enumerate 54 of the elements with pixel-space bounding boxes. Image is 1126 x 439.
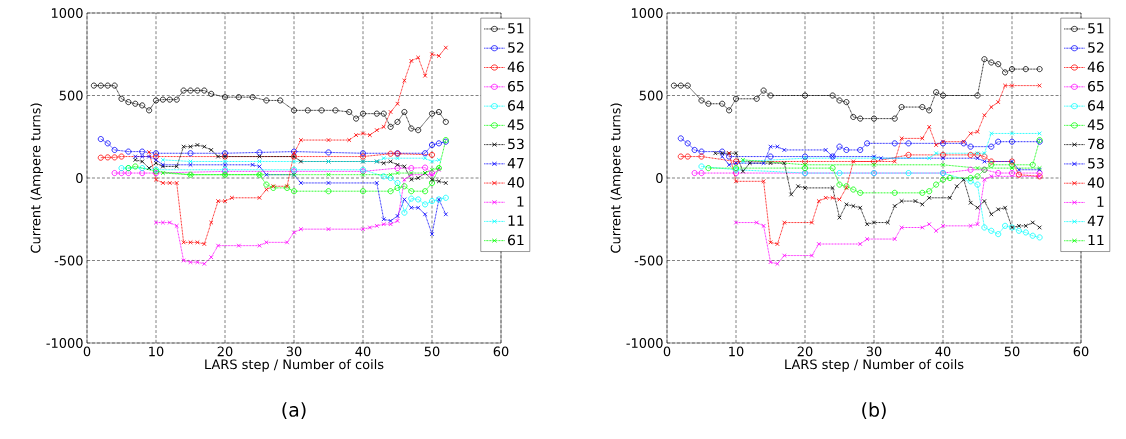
- legend-label: 52: [1088, 42, 1104, 53]
- x-axis-title: LARS step / Number of coils: [785, 359, 964, 372]
- legend-label: 51: [1088, 23, 1104, 34]
- y-tick-label: -500: [54, 255, 83, 266]
- legend-label: 65: [1088, 80, 1104, 92]
- x-tick-label: 10: [729, 346, 744, 357]
- legend-label: 64: [508, 100, 525, 111]
- legend-label: 47: [507, 157, 524, 169]
- x-tick-label: 0: [83, 346, 91, 357]
- x-axis-title: LARS step / Number of coils: [205, 359, 384, 372]
- legend-label: 1: [517, 196, 524, 207]
- y-axis-title: Current (Ampere turns): [30, 103, 43, 253]
- x-tick-label: 40: [935, 346, 951, 357]
- x-tick-label: 50: [1004, 346, 1020, 357]
- legend-label: 61: [508, 234, 524, 246]
- legend-label: 53: [1088, 157, 1104, 169]
- y-tick-label: 1000: [631, 8, 663, 18]
- x-tick-label: 10: [149, 346, 164, 357]
- x-tick-label: 0: [663, 346, 671, 357]
- legend-label: 46: [507, 61, 524, 73]
- y-axis-title: Current (Ampere turns): [610, 103, 623, 253]
- y-tick-label: -1000: [46, 338, 83, 348]
- legend-label: 40: [1087, 177, 1104, 188]
- y-tick-label: 0: [656, 173, 663, 183]
- legend-label: 47: [1087, 215, 1104, 226]
- x-tick-label: 20: [217, 346, 233, 357]
- legend-label: 65: [508, 80, 524, 92]
- legend-label: 1: [1097, 196, 1104, 207]
- x-tick-label: 60: [493, 346, 509, 357]
- x-tick-label: 60: [1073, 346, 1089, 357]
- legend-label: 64: [1088, 100, 1105, 111]
- legend-label: 11: [508, 215, 524, 226]
- legend-label: 52: [508, 42, 524, 53]
- legend-label: 53: [508, 138, 524, 150]
- y-tick-label: -500: [634, 255, 663, 266]
- y-tick-label: 500: [639, 90, 663, 101]
- legend-label: 45: [507, 119, 524, 130]
- y-tick-label: 0: [76, 173, 83, 183]
- x-tick-label: 20: [797, 346, 813, 357]
- legend-label: 40: [507, 177, 524, 188]
- x-tick-label: 50: [424, 346, 440, 357]
- legend-label: 45: [1087, 119, 1104, 130]
- x-tick-label: 40: [355, 346, 371, 357]
- text: (a): [282, 402, 306, 420]
- text: (b): [862, 402, 886, 420]
- y-tick-label: -1000: [626, 338, 663, 348]
- legend-label: 51: [508, 23, 524, 34]
- legend-label: 11: [1088, 234, 1104, 246]
- x-tick-label: 30: [866, 346, 882, 357]
- x-tick-label: 30: [286, 346, 302, 357]
- legend-label: 46: [1087, 61, 1104, 73]
- y-tick-label: 500: [59, 90, 83, 101]
- legend-label: 78: [1088, 138, 1104, 150]
- y-tick-label: 1000: [51, 8, 83, 18]
